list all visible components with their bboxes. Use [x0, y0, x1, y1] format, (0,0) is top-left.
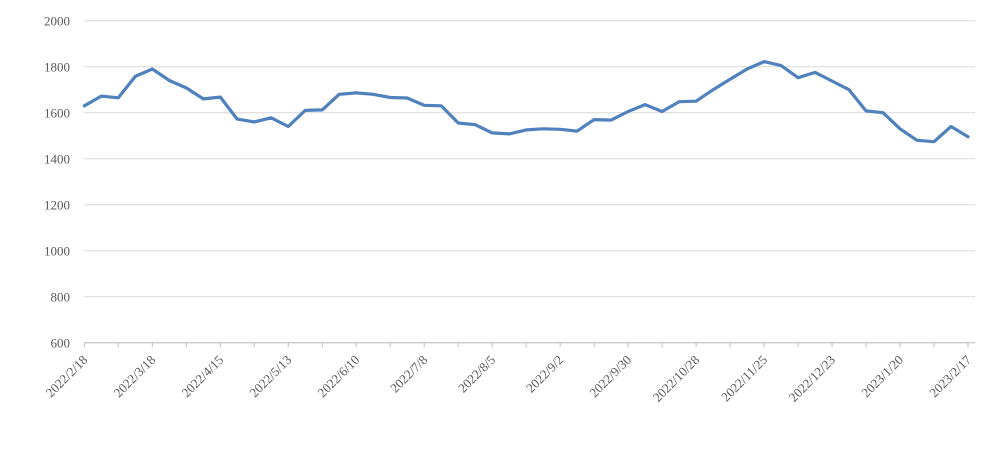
x-axis-label: 2022/9/2 — [523, 352, 566, 395]
y-gridlines — [84, 20, 975, 344]
x-axis-label: 2022/4/15 — [178, 352, 226, 400]
x-axis-label: 2023/1/20 — [858, 352, 906, 400]
y-axis-label: 1200 — [44, 197, 70, 212]
y-axis-label: 1600 — [44, 105, 70, 120]
series-line — [82, 59, 970, 144]
x-axis-label: 2022/2/18 — [43, 352, 91, 400]
x-axis-label: 2022/10/28 — [650, 352, 702, 404]
y-axis-label: 2000 — [44, 13, 70, 28]
y-axis-labels: 600 800 1000 1200 1400 1600 1800 2000 — [44, 13, 70, 350]
x-axis — [83, 342, 975, 348]
x-axis-label: 2023/2/17 — [926, 352, 974, 400]
x-axis-labels: 2022/2/18 2022/3/18 2022/4/15 2022/5/13 2022… — [43, 352, 975, 405]
x-axis-label: 2022/6/10 — [314, 352, 362, 400]
x-axis-label: 2022/11/25 — [718, 352, 770, 404]
y-axis-label: 800 — [51, 289, 71, 304]
x-axis-label: 2022/12/23 — [786, 352, 838, 404]
y-axis-label: 1800 — [44, 59, 70, 74]
y-axis-label: 1400 — [44, 151, 70, 166]
x-axis-label: 2022/9/30 — [586, 352, 634, 400]
x-axis-label: 2022/5/13 — [246, 352, 294, 400]
y-axis-label: 1000 — [44, 243, 70, 258]
y-axis-label: 600 — [51, 335, 71, 350]
x-axis-label: 2022/3/18 — [111, 352, 159, 400]
x-axis-label: 2022/7/8 — [387, 352, 430, 395]
x-axis-label: 2022/8/5 — [455, 352, 498, 395]
